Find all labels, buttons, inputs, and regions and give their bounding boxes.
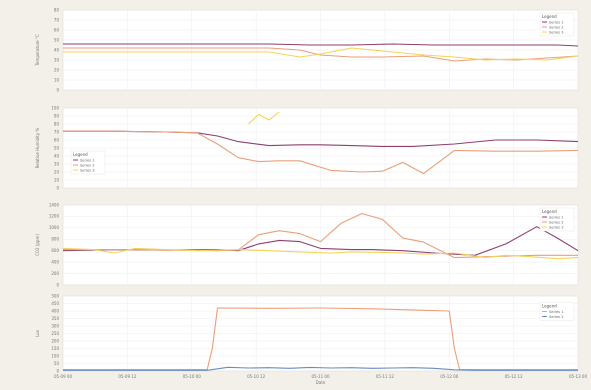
y-tick-label: 0	[56, 185, 59, 190]
series-line-1	[63, 307, 578, 371]
legend-entry: Series 2	[549, 315, 563, 319]
y-tick-label: 50	[54, 361, 60, 366]
chart-panel-4: 050100150200250300350400450500LuxLegendS…	[35, 293, 587, 385]
x-tick-label: 05-10 12	[247, 374, 265, 379]
y-tick-label: 100	[51, 353, 59, 358]
y-tick-label: 250	[51, 331, 59, 336]
y-axis-label: Lux	[35, 329, 40, 337]
legend-entry: Series 3	[80, 168, 94, 172]
y-tick-label: 500	[51, 293, 59, 298]
series-line-1	[62, 226, 579, 256]
series-line-3	[63, 47, 579, 61]
legend-box	[539, 302, 575, 321]
y-tick-label: 400	[51, 308, 59, 313]
y-tick-label: 400	[51, 259, 59, 264]
y-tick-label: 200	[51, 271, 59, 276]
legend-title: Legend	[542, 14, 557, 19]
y-tick-label: 30	[54, 161, 60, 166]
y-axis-label: CO2 (ppm)	[35, 234, 40, 256]
y-tick-label: 90	[54, 113, 60, 118]
series-line-1	[63, 43, 579, 47]
y-tick-label: 60	[54, 27, 60, 32]
legend-box	[70, 150, 106, 175]
y-tick-label: 20	[54, 67, 60, 72]
y-tick-label: 100	[51, 105, 59, 110]
y-tick-label: 450	[51, 301, 59, 306]
y-tick-label: 10	[54, 177, 60, 182]
x-tick-label: 05-09 00	[54, 374, 72, 379]
y-tick-label: 70	[54, 17, 60, 22]
x-tick-label: 05-11 00	[312, 374, 330, 379]
y-tick-label: 1000	[49, 225, 60, 230]
y-axis-label: Relative Humidity %	[35, 128, 40, 169]
y-tick-label: 0	[56, 368, 59, 373]
legend-title: Legend	[542, 209, 557, 214]
legend-box	[539, 207, 575, 232]
y-tick-label: 800	[51, 237, 59, 242]
legend-entry: Series 3	[549, 225, 563, 229]
legend-entry: Series 1	[549, 20, 563, 24]
series-line-2	[63, 130, 579, 175]
y-tick-label: 30	[54, 57, 60, 62]
y-tick-label: 1400	[49, 202, 60, 207]
y-tick-label: 80	[54, 121, 60, 126]
legend-entry: Series 2	[80, 163, 94, 167]
y-tick-label: 40	[54, 47, 60, 52]
legend-entry: Series 1	[549, 215, 563, 219]
chart-panel-2: 0 10 20 30 40 50 60 70 80 90 100 Relative Humidity …	[35, 105, 579, 190]
x-tick-label: 05-12 00	[440, 374, 458, 379]
y-tick-label: 0	[56, 282, 59, 287]
legend-entry: Series 1	[80, 158, 94, 162]
x-tick-label: 05-13 00	[569, 374, 587, 379]
legend-entry: Series 3	[549, 30, 563, 34]
legend-entry: Series 1	[549, 310, 563, 314]
y-tick-label: 80	[54, 7, 60, 12]
x-tick-label: 05-12 12	[505, 374, 523, 379]
y-tick-label: 50	[54, 145, 60, 150]
series-line-3	[248, 111, 280, 125]
series-line-3	[62, 247, 579, 260]
y-tick-label: 1200	[49, 214, 60, 219]
legend-box	[539, 12, 575, 37]
y-tick-label: 70	[54, 129, 60, 134]
legend-entry: Series 2	[549, 25, 563, 29]
legend-title: Legend	[73, 152, 88, 157]
y-tick-label: 40	[54, 153, 60, 158]
series-line-2	[63, 366, 578, 371]
x-tick-label: 05-09 12	[118, 374, 136, 379]
y-tick-label: 20	[54, 169, 60, 174]
y-tick-label: 50	[54, 37, 60, 42]
x-tick-label: 05-10 00	[183, 374, 201, 379]
chart-panel-3: 0 200 400 600 800 1000 1200 1400 CO2 (ppm) Legend…	[35, 202, 579, 287]
x-tick-label: 05-11 12	[376, 374, 394, 379]
y-tick-label: 0	[56, 87, 59, 92]
y-axis-label: Temperature °C	[35, 34, 40, 67]
x-axis-label: Date	[316, 380, 326, 385]
y-tick-label: 300	[51, 323, 59, 328]
y-tick-label: 10	[54, 77, 60, 82]
y-tick-label: 350	[51, 316, 59, 321]
y-tick-label: 60	[54, 137, 60, 142]
y-tick-label: 150	[51, 346, 59, 351]
y-tick-label: 600	[51, 248, 59, 253]
legend-entry: Series 2	[549, 220, 563, 224]
y-tick-label: 200	[51, 338, 59, 343]
legend-title: Legend	[542, 304, 557, 309]
